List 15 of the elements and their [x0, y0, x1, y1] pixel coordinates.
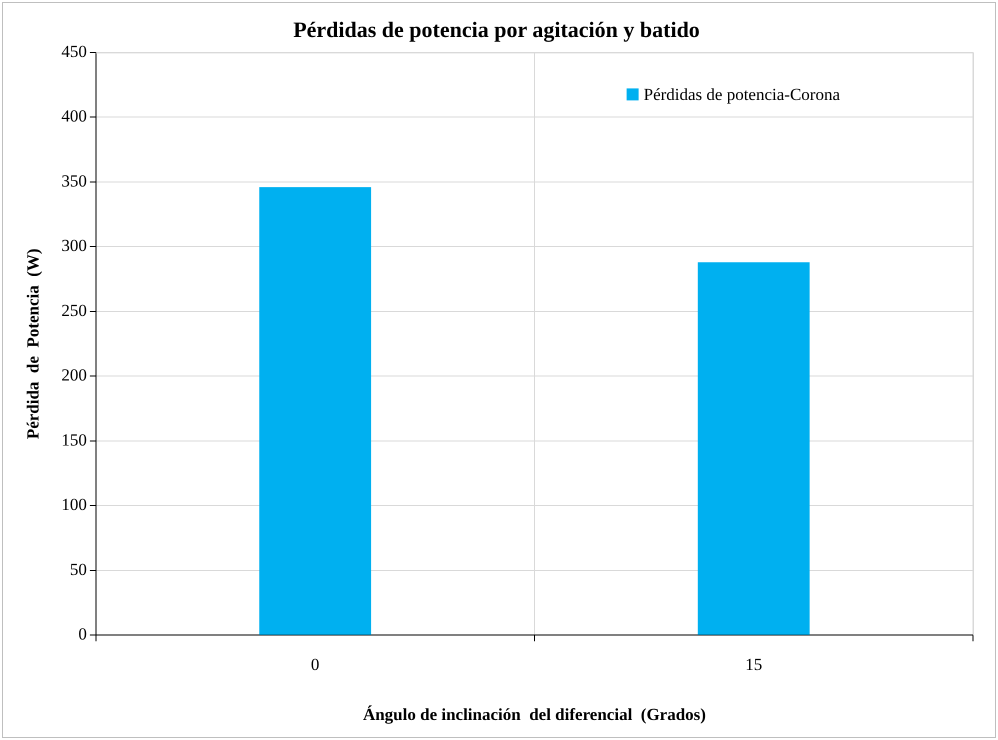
legend-label: Pérdidas de potencia-Corona: [644, 84, 840, 104]
y-tick-label: 450: [61, 42, 87, 61]
y-tick-label: 200: [61, 366, 87, 385]
x-axis-title: Ángulo de inclinación del diferencial (Grados): [362, 705, 706, 724]
y-tick-label: 0: [78, 624, 87, 644]
y-tick-label: 350: [61, 171, 87, 190]
y-tick-label: 400: [61, 106, 87, 126]
y-tick-label: 100: [61, 495, 87, 514]
y-tick-label: 300: [61, 236, 87, 256]
chart-title: Pérdidas de potencia por agitación y batido: [293, 16, 700, 42]
y-tick-label: 150: [61, 430, 87, 450]
y-tick-label: 50: [70, 560, 87, 579]
x-tick-label: 15: [745, 654, 762, 674]
y-tick-label: 250: [61, 300, 87, 320]
y-axis-title: Pérdida de Potencia (W): [24, 248, 43, 440]
